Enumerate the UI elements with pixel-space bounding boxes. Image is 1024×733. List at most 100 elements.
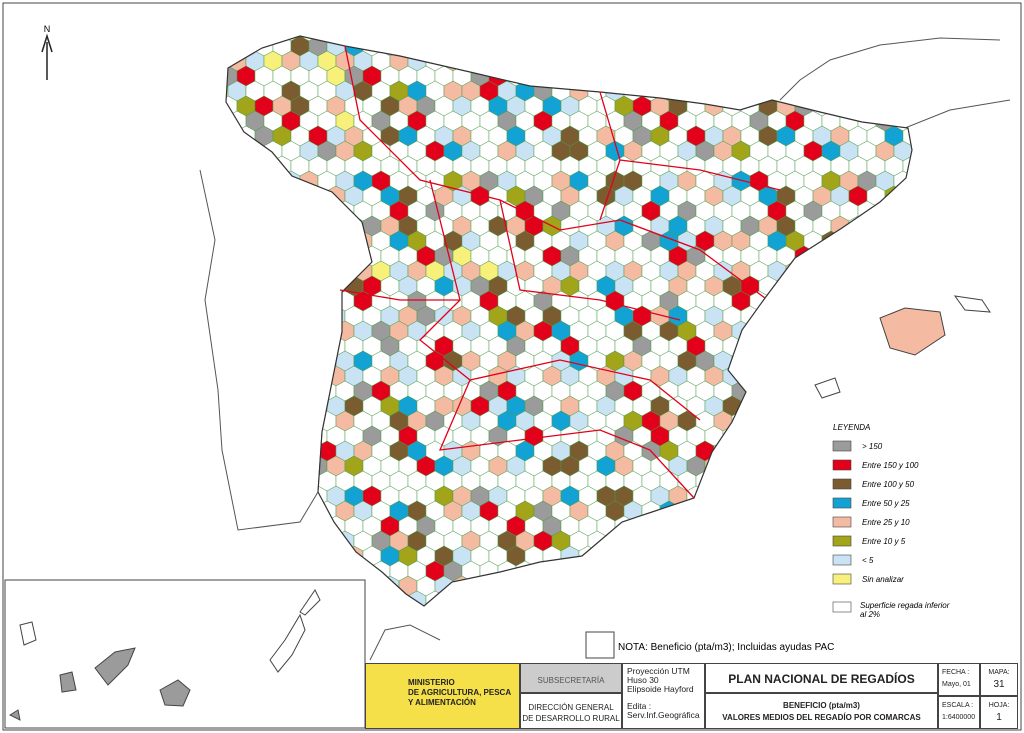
comarca (226, 140, 229, 162)
comarca (677, 36, 697, 42)
comarca (551, 560, 571, 582)
comarca (911, 500, 912, 522)
comarca (632, 515, 652, 537)
comarca (226, 80, 229, 102)
comarca (695, 50, 715, 72)
comarca (461, 590, 481, 606)
comarca (740, 395, 760, 417)
comarca (308, 515, 328, 537)
comarca (227, 440, 247, 462)
legend-label: Superficie regada inferior al 2% (860, 601, 950, 619)
comarca (551, 36, 571, 42)
comarca (893, 410, 912, 432)
comarca (866, 335, 886, 357)
comarca (281, 500, 301, 522)
comarca (623, 50, 643, 72)
comarca (632, 36, 652, 57)
legend-swatch (832, 535, 852, 547)
comarca (596, 575, 616, 597)
comarca (299, 410, 319, 432)
comarca (776, 305, 796, 327)
mapa-label: MAPA: (988, 669, 1010, 676)
comarca (416, 36, 436, 57)
comarca (704, 515, 724, 537)
comarca (227, 170, 247, 192)
comarca (884, 215, 904, 237)
comarca (812, 305, 832, 327)
comarca (758, 395, 778, 417)
comarca (623, 36, 643, 42)
comarca (281, 530, 301, 552)
comarca (821, 350, 841, 372)
comarca (641, 50, 661, 72)
comarca (857, 50, 877, 72)
comarca (866, 95, 886, 117)
comarca (686, 515, 706, 537)
comarca (524, 36, 544, 57)
comarca (227, 290, 247, 312)
comarca (758, 36, 778, 57)
comarca (317, 260, 337, 282)
comarca (226, 530, 229, 552)
comarca (776, 575, 796, 597)
comarca (596, 65, 616, 87)
comarca (821, 290, 841, 312)
comarca (803, 260, 823, 282)
comarca (767, 470, 787, 492)
comarca (902, 275, 912, 297)
comarca (281, 230, 301, 252)
fecha: Mayo, 01 (942, 681, 971, 688)
comarca (614, 575, 634, 597)
direccion-box: DIRECCIÓN GENERAL DE DESARROLLO RURAL (520, 693, 622, 729)
comarca (758, 65, 778, 87)
comarca (776, 515, 796, 537)
comarca (443, 590, 463, 606)
comarca (758, 335, 778, 357)
comarca (263, 260, 283, 282)
comarca (272, 365, 292, 387)
comarca (201, 516, 219, 536)
comarca (866, 395, 886, 417)
subsecretaria: SUBSECRETARÍA (520, 663, 622, 693)
comarca (911, 140, 912, 162)
subtitle-box: BENEFICIO (pta/m3) VALORES MEDIOS DEL RE… (705, 693, 938, 729)
comarca (201, 546, 219, 566)
comarca (704, 605, 724, 606)
comarca (668, 65, 688, 87)
comarca (902, 215, 912, 237)
comarca (290, 215, 310, 237)
comarca (731, 530, 751, 552)
comarca (201, 246, 219, 266)
comarca (731, 36, 751, 42)
comarca (226, 395, 238, 417)
comarca (794, 455, 814, 477)
comarca (866, 65, 886, 87)
comarca (911, 80, 912, 102)
comarca (226, 305, 238, 327)
comarca (533, 36, 553, 42)
comarca (740, 545, 760, 567)
comarca (794, 275, 814, 297)
comarca (227, 560, 247, 582)
comarca (236, 36, 256, 57)
comarca (794, 335, 814, 357)
comarca (344, 245, 364, 267)
africa (369, 624, 441, 661)
legend-label: Entre 150 y 100 (862, 461, 919, 470)
comarca (785, 500, 805, 522)
comarca (236, 155, 256, 177)
comarca (641, 36, 661, 42)
comarca (254, 545, 274, 567)
comarca (236, 515, 256, 537)
comarca (362, 605, 382, 606)
comarca (857, 320, 877, 342)
comarca (848, 395, 868, 417)
comarca (227, 470, 247, 492)
comarca (272, 335, 292, 357)
comarca (308, 275, 328, 297)
comarca (695, 560, 715, 582)
comarca (533, 50, 553, 72)
comarca (308, 215, 328, 237)
comarca (803, 440, 823, 462)
comarca (776, 36, 796, 57)
